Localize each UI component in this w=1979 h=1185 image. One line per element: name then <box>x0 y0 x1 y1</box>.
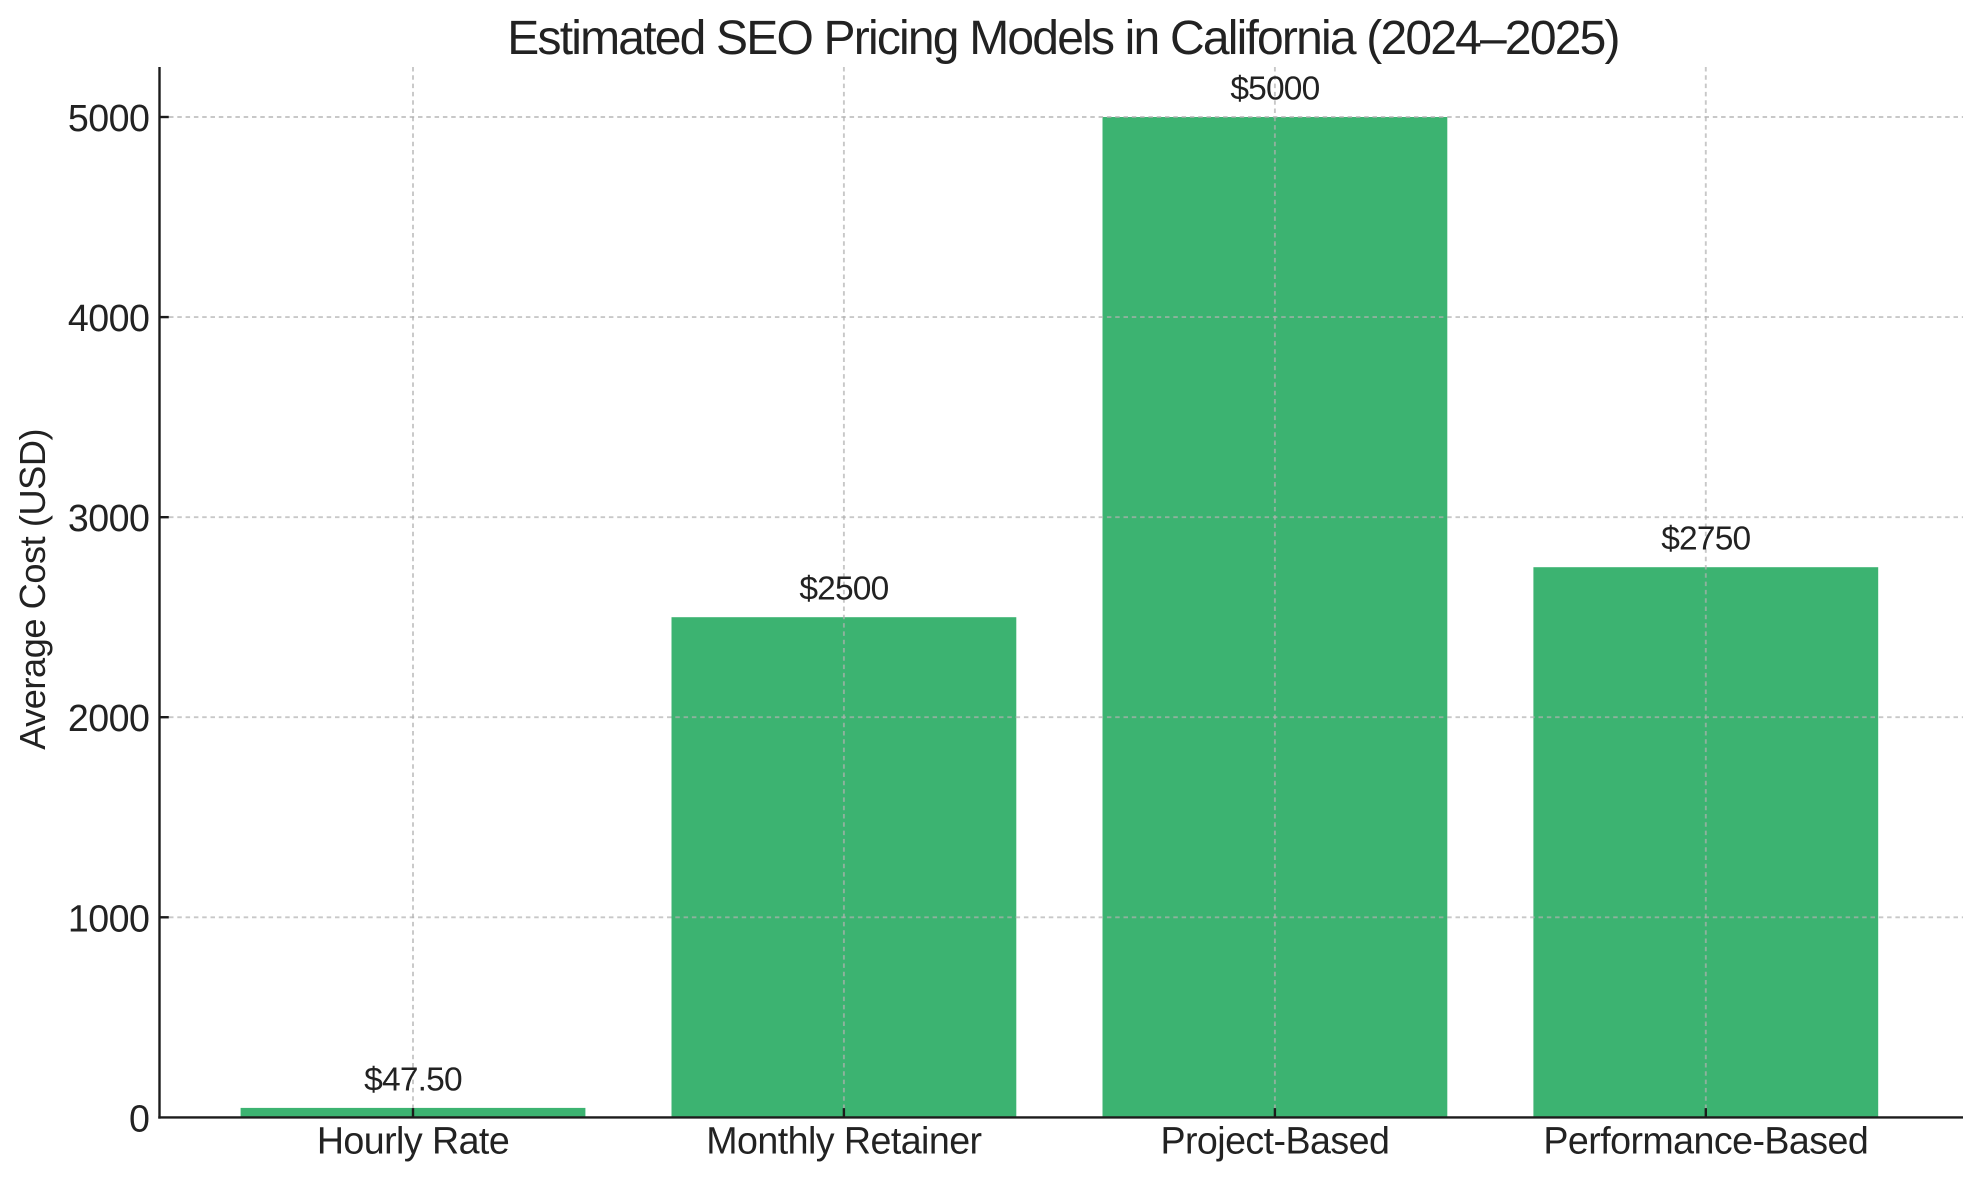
svg-text:Performance-Based: Performance-Based <box>1543 1120 1868 1162</box>
svg-text:Average Cost (USD): Average Cost (USD) <box>12 429 53 750</box>
svg-text:5000: 5000 <box>68 97 149 139</box>
svg-text:0: 0 <box>129 1097 149 1139</box>
svg-text:2000: 2000 <box>68 697 149 739</box>
svg-text:1000: 1000 <box>68 897 149 939</box>
svg-text:Monthly Retainer: Monthly Retainer <box>706 1120 981 1162</box>
svg-text:Hourly Rate: Hourly Rate <box>317 1120 509 1162</box>
svg-text:$2750: $2750 <box>1661 521 1750 558</box>
svg-text:$2500: $2500 <box>799 571 888 608</box>
svg-text:3000: 3000 <box>68 497 149 539</box>
svg-text:$5000: $5000 <box>1230 70 1319 107</box>
svg-text:Project-Based: Project-Based <box>1160 1120 1389 1162</box>
svg-text:Estimated SEO Pricing Models i: Estimated SEO Pricing Models in Californ… <box>507 12 1618 65</box>
svg-text:4000: 4000 <box>68 297 149 339</box>
svg-text:$47.50: $47.50 <box>364 1061 462 1098</box>
